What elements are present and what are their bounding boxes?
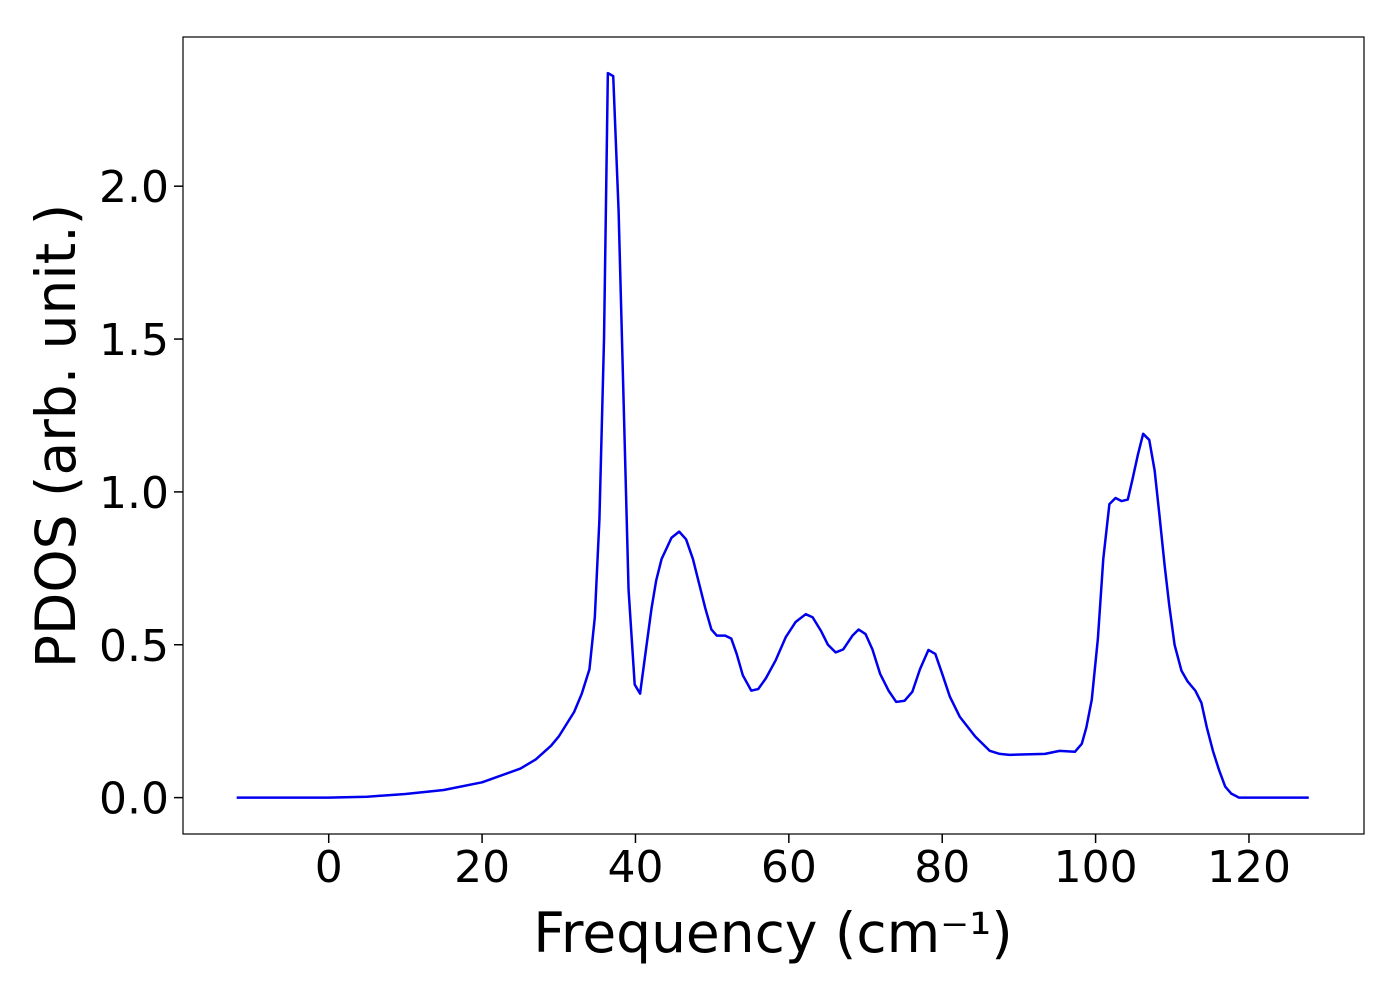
pdos-line xyxy=(236,71,1309,799)
y-tick-label: 0.0 xyxy=(99,774,169,825)
x-tick-label: 40 xyxy=(607,842,663,893)
x-tick-label: 60 xyxy=(761,842,817,893)
x-tick-label: 0 xyxy=(315,842,343,893)
x-tick-label: 120 xyxy=(1207,842,1291,893)
y-tick-label: 1.5 xyxy=(99,315,169,366)
plot-frame xyxy=(182,36,1365,835)
x-tick-label: 20 xyxy=(454,842,510,893)
x-tick-label: 100 xyxy=(1054,842,1138,893)
y-tick-label: 2.0 xyxy=(99,162,169,213)
x-tick-label: 80 xyxy=(914,842,970,893)
y-tick-label: 1.0 xyxy=(99,468,169,519)
y-axis-label: PDOS (arb. unit.) xyxy=(24,204,88,668)
y-tick-label: 0.5 xyxy=(99,621,169,672)
x-axis-label: Frequency (cm⁻¹) xyxy=(533,901,1012,965)
